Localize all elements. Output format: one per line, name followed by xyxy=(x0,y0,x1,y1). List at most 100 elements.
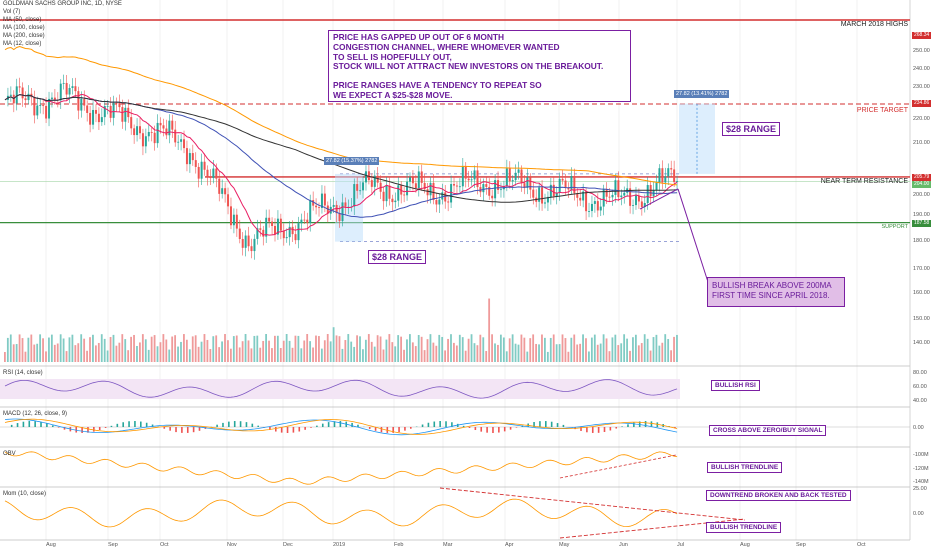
annotation-line: FIRST TIME SINCE APRIL 2018. xyxy=(712,291,830,300)
volume-bar xyxy=(409,334,411,362)
candle-body xyxy=(353,184,356,207)
candle-body xyxy=(611,194,614,198)
volume-bar xyxy=(403,349,405,362)
volume-bar xyxy=(83,338,86,362)
candle-body xyxy=(485,184,488,187)
obv-tick: -100M xyxy=(913,452,929,458)
candle-body xyxy=(62,82,65,84)
time-tick: Mar xyxy=(443,542,453,548)
volume-bar xyxy=(388,334,391,362)
macd-histogram-bar xyxy=(192,427,195,433)
volume-bar xyxy=(194,335,197,362)
volume-bar xyxy=(573,334,576,362)
volume-bar xyxy=(567,351,570,362)
volume-bar xyxy=(200,341,203,362)
candle-body xyxy=(391,198,394,203)
time-tick: Feb xyxy=(394,542,404,548)
macd-histogram-bar xyxy=(239,421,242,427)
volume-bar xyxy=(177,346,179,362)
candle-body xyxy=(159,122,162,126)
candle-body xyxy=(59,83,62,101)
volume-bar xyxy=(215,335,218,362)
candle-body xyxy=(27,93,30,101)
candle-body xyxy=(576,193,579,198)
volume-bar xyxy=(535,343,537,362)
candle-body xyxy=(670,168,673,170)
candle-body xyxy=(112,102,115,118)
volume-bar xyxy=(423,350,426,362)
volume-bar xyxy=(21,338,24,362)
candle-body xyxy=(285,237,288,239)
candle-body xyxy=(596,201,599,211)
candle-body xyxy=(203,161,206,170)
candle-body xyxy=(476,170,479,188)
candle-body xyxy=(455,185,458,187)
candle-body xyxy=(259,228,262,230)
candle-body xyxy=(241,238,244,248)
candle-body xyxy=(144,136,147,147)
candle-body xyxy=(344,202,347,207)
volume-bar xyxy=(218,347,221,362)
candle-body xyxy=(450,184,453,203)
candle-body xyxy=(24,98,27,101)
candle-body xyxy=(364,171,367,183)
volume-bar xyxy=(39,334,42,362)
volume-bar xyxy=(232,336,235,362)
macd-histogram-bar xyxy=(351,422,353,427)
candle-body xyxy=(417,171,420,189)
volume-bar xyxy=(532,334,535,362)
macd-histogram-bar xyxy=(509,427,512,430)
volume-bar xyxy=(426,339,429,362)
volume-bar xyxy=(124,339,127,362)
volume-bar xyxy=(109,337,112,362)
volume-bar xyxy=(68,337,71,362)
volume-bar xyxy=(203,334,206,362)
volume-bar xyxy=(253,335,256,362)
macd-histogram-bar xyxy=(374,427,377,431)
candle-body xyxy=(97,113,100,123)
candle-body xyxy=(426,189,429,196)
candle-body xyxy=(127,107,130,118)
macd-histogram-bar xyxy=(233,421,236,427)
volume-bar xyxy=(447,338,449,362)
time-tick: Oct xyxy=(160,542,169,548)
macd-histogram-bar xyxy=(46,423,48,427)
candle-body xyxy=(130,117,133,129)
volume-bar xyxy=(341,348,344,362)
macd-histogram-bar xyxy=(515,427,518,428)
volume-bar xyxy=(511,334,514,362)
volume-bar xyxy=(467,338,470,362)
macd-histogram-bar xyxy=(580,427,582,431)
candle-body xyxy=(121,107,124,122)
candle-body xyxy=(602,189,605,207)
volume-bar xyxy=(265,334,267,362)
candle-body xyxy=(9,94,12,96)
volume-bar xyxy=(247,340,250,362)
price-tag-target: 234.86 xyxy=(912,100,932,107)
volume-bar xyxy=(558,344,561,362)
candle-body xyxy=(288,226,291,238)
candle-body xyxy=(555,192,558,197)
candle-body xyxy=(224,188,227,195)
volume-bar xyxy=(250,348,253,362)
volume-bar xyxy=(353,346,356,362)
mom-tick: 0.00 xyxy=(913,511,924,517)
macd-histogram-bar xyxy=(550,421,553,427)
macd-histogram-bar xyxy=(333,421,336,427)
volume-bar xyxy=(153,335,156,362)
annotation-line: PRICE HAS GAPPED UP OUT OF 6 MONTH xyxy=(333,32,505,42)
candle-body xyxy=(629,188,632,206)
macd-histogram-bar xyxy=(57,427,60,428)
volume-bar xyxy=(156,346,159,362)
volume-bar xyxy=(585,338,587,362)
volume-bar xyxy=(385,339,388,362)
macd-histogram-bar xyxy=(451,422,453,427)
volume-bar xyxy=(4,352,6,362)
candle-body xyxy=(658,168,661,183)
candle-body xyxy=(432,182,435,201)
volume-bar xyxy=(121,334,124,362)
volume-bar xyxy=(279,348,282,362)
candle-body xyxy=(18,86,21,88)
volume-bar xyxy=(241,341,244,362)
